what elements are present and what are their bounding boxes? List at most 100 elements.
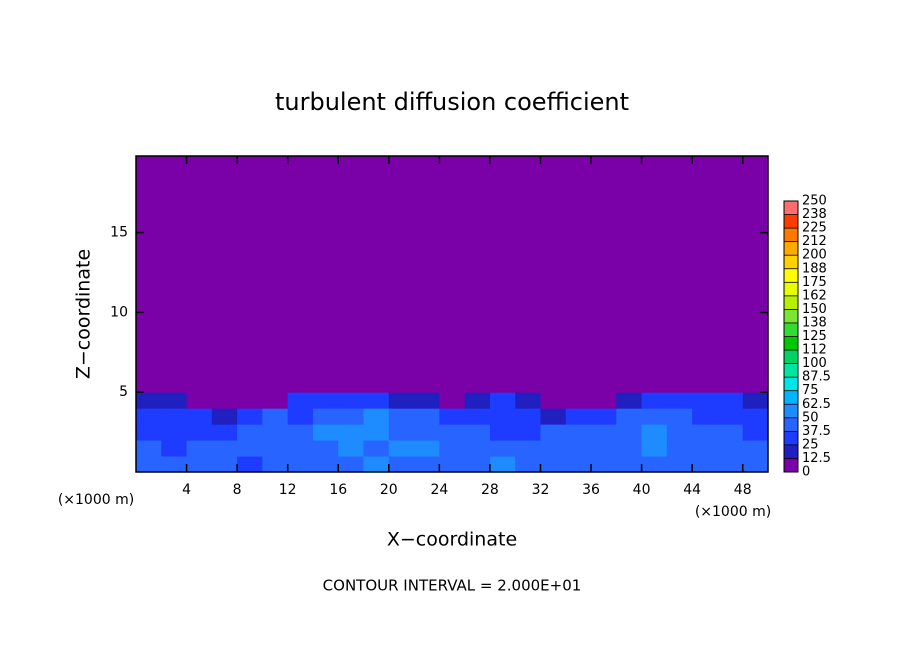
heatmap-cell [312, 440, 339, 457]
heatmap-cell [414, 408, 440, 425]
heatmap-cell [287, 440, 314, 457]
heatmap-cell [414, 392, 440, 409]
heatmap-cell [666, 456, 693, 473]
heatmap-cell [287, 392, 314, 409]
heatmap-cell [414, 424, 440, 441]
heatmap-cell [363, 440, 390, 457]
x-tick-label: 28 [481, 482, 499, 498]
heatmap-cell [666, 392, 693, 409]
heatmap-cell [641, 392, 668, 409]
heatmap-cell [186, 392, 213, 409]
heatmap-cell [515, 424, 541, 441]
heatmap-cell [591, 408, 617, 425]
heatmap-cell [338, 392, 365, 409]
heatmap-cell [363, 408, 390, 425]
heatmap-cell [591, 376, 617, 393]
colorbar-label: 250 [802, 194, 827, 209]
heatmap-cell [186, 408, 213, 425]
colorbar-label: 188 [802, 261, 827, 276]
heatmap-cell [666, 424, 693, 441]
heatmap-cell [211, 456, 238, 473]
x-tick-label: 4 [182, 482, 191, 498]
heatmap-cell [742, 456, 769, 473]
heatmap-cell [439, 408, 466, 425]
heatmap-cell [717, 376, 744, 393]
heatmap-cell [312, 392, 339, 409]
heatmap-cell [439, 456, 466, 473]
heatmap-cell [641, 408, 668, 425]
heatmap-cell [565, 392, 592, 409]
heatmap-cell [591, 440, 617, 457]
heatmap-cell [666, 440, 693, 457]
colorbar-label: 112 [802, 343, 827, 358]
heatmap-cell [692, 456, 718, 473]
colorbar-label: 125 [802, 329, 827, 344]
heatmap-cell [439, 392, 466, 409]
heatmap-cell [742, 440, 769, 457]
heatmap-cell [565, 440, 592, 457]
heatmap-cell [540, 424, 567, 441]
heatmap-cell [186, 424, 213, 441]
heatmap-cell [616, 456, 643, 473]
heatmap-cell [287, 424, 314, 441]
heatmap-cell [237, 392, 263, 409]
colorbar-swatch [784, 404, 798, 418]
heatmap-cell [312, 408, 339, 425]
heatmap-cell [338, 376, 365, 393]
heatmap-cell [540, 440, 567, 457]
heatmap-cell [717, 424, 744, 441]
heatmap-cell [641, 440, 668, 457]
colorbar-label: 87.5 [802, 370, 831, 385]
heatmap-cell [338, 424, 365, 441]
heatmap-cell [616, 424, 643, 441]
heatmap-cell [136, 376, 162, 393]
heatmap-cell [591, 424, 617, 441]
heatmap-cell [464, 424, 491, 441]
heatmap-cell [414, 456, 440, 473]
heatmap-cell [161, 424, 188, 441]
heatmap-cell [237, 408, 263, 425]
y-tick-label: 15 [110, 225, 128, 241]
heatmap-cell [136, 440, 162, 457]
x-tick-label: 24 [430, 482, 448, 498]
x-tick-label: 16 [329, 482, 347, 498]
colorbar-swatch [784, 214, 798, 229]
heatmap-cell [489, 440, 516, 457]
heatmap-cell [591, 456, 617, 473]
colorbar-swatch [784, 255, 798, 269]
heatmap-cell [692, 392, 718, 409]
colorbar-swatch [784, 417, 798, 432]
heatmap-cell [262, 408, 289, 425]
heatmap-cell [161, 392, 188, 409]
colorbar-label: 150 [802, 302, 827, 317]
heatmap-cell [515, 408, 541, 425]
colorbar-swatch [784, 444, 798, 459]
heatmap-cell [565, 456, 592, 473]
heatmap-cell [211, 408, 238, 425]
heatmap-cell [616, 392, 643, 409]
heatmap-cell [717, 392, 744, 409]
heatmap-cell [211, 392, 238, 409]
heatmap-cell [439, 424, 466, 441]
colorbar-swatch [784, 458, 798, 472]
colorbar-label: 225 [802, 221, 827, 236]
heatmap-cell [136, 424, 162, 441]
colorbar-swatch [784, 431, 798, 445]
colorbar-swatch [784, 295, 798, 310]
colorbar-swatch [784, 336, 798, 351]
x-tick-label: 20 [380, 482, 398, 498]
heatmap-cell [464, 408, 491, 425]
heatmap-cell [717, 440, 744, 457]
heatmap-cell [464, 440, 491, 457]
heatmap-cell [388, 440, 415, 457]
heatmap-cell [363, 392, 390, 409]
heatmap-cell [363, 376, 390, 393]
colorbar-label: 62.5 [802, 397, 831, 412]
heatmap-cell [211, 440, 238, 457]
x-tick-label: 12 [279, 482, 297, 498]
colorbar-label: 138 [802, 315, 827, 330]
heatmap-cell [338, 408, 365, 425]
colorbar-swatch [784, 282, 798, 296]
heatmap-cell [414, 376, 440, 393]
heatmap-cell [489, 376, 516, 393]
